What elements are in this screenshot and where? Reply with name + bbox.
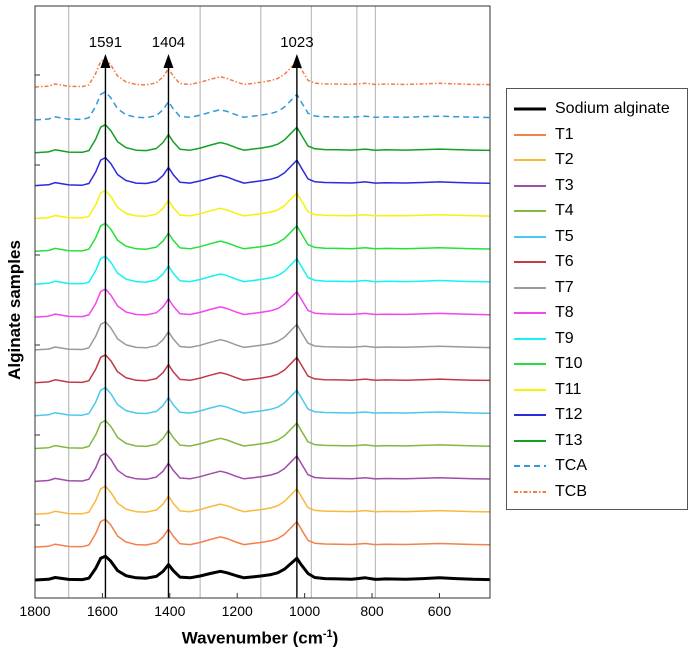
vertical-guide-lines bbox=[35, 6, 377, 598]
series-line-t12 bbox=[34, 156, 491, 187]
x-tick-label-1200: 1200 bbox=[222, 603, 253, 619]
x-axis-unit-base: cm bbox=[298, 628, 323, 648]
legend-label: T1 bbox=[555, 125, 574, 143]
series-line-tca bbox=[34, 91, 491, 121]
series-line-t8 bbox=[34, 288, 491, 318]
legend-label: Sodium alginate bbox=[555, 100, 670, 117]
legend-item-tca: TCA bbox=[513, 454, 587, 478]
legend-label: T6 bbox=[555, 253, 574, 270]
legend-item-t9: T9 bbox=[513, 327, 574, 351]
legend-label: T13 bbox=[555, 431, 583, 449]
legend-item-t4: T4 bbox=[513, 199, 574, 223]
legend-swatch bbox=[513, 256, 547, 268]
legend-item-t10: T10 bbox=[513, 352, 583, 376]
series-line-t7 bbox=[34, 321, 491, 351]
legend-label: T7 bbox=[555, 278, 574, 296]
peak-arrow-head-1591 bbox=[100, 54, 111, 68]
legend-swatch bbox=[513, 231, 547, 243]
peak-label-1591: 1591 bbox=[89, 34, 122, 51]
legend-item-t8: T8 bbox=[513, 301, 574, 325]
y-axis-label-text: Alginate samples bbox=[5, 240, 25, 380]
legend-item-t11: T11 bbox=[513, 378, 581, 402]
peak-label-1404: 1404 bbox=[152, 34, 185, 51]
x-tick-label-1600: 1600 bbox=[87, 603, 118, 619]
legend-item-t13: T13 bbox=[513, 429, 583, 453]
series-line-t4 bbox=[34, 419, 491, 450]
series-line-t9 bbox=[34, 255, 491, 285]
x-axis-label-text: Wavenumber bbox=[181, 628, 288, 648]
legend-swatch bbox=[513, 435, 547, 447]
x-axis-label: Wavenumber (cm-1) bbox=[181, 628, 339, 648]
series-line-t2 bbox=[34, 485, 491, 516]
peak-label-1023: 1023 bbox=[280, 34, 313, 51]
chart-legend: Sodium alginate T1 T2 T3 T4 T5 T6 T7 T8 T9 T10 T11 T… bbox=[506, 88, 688, 510]
legend-label: T5 bbox=[555, 227, 574, 245]
x-tick-label-1800: 1800 bbox=[19, 603, 50, 619]
legend-item-t5: T5 bbox=[513, 225, 574, 249]
legend-swatch bbox=[513, 103, 547, 115]
legend-swatch bbox=[513, 180, 547, 192]
series-line-t1 bbox=[34, 518, 491, 548]
legend-label: T9 bbox=[555, 329, 574, 347]
peak-arrow-head-1023 bbox=[291, 54, 302, 68]
spectra-traces bbox=[34, 58, 491, 582]
legend-swatch bbox=[513, 486, 547, 498]
legend-swatch bbox=[513, 333, 547, 345]
series-line-t10 bbox=[34, 222, 491, 253]
legend-label: TCA bbox=[555, 457, 587, 474]
legend-item-t1: T1 bbox=[513, 123, 574, 147]
y-axis-label: Alginate samples bbox=[2, 110, 28, 510]
legend-label: TCB bbox=[555, 482, 587, 500]
legend-item-t7: T7 bbox=[513, 276, 574, 300]
legend-item-tcb: TCB bbox=[513, 480, 587, 504]
legend-label: T12 bbox=[555, 406, 583, 423]
series-line-t5 bbox=[34, 386, 491, 417]
legend-label: T4 bbox=[555, 202, 574, 219]
series-line-t11 bbox=[34, 189, 491, 220]
legend-swatch bbox=[513, 460, 547, 472]
x-axis-ticks: 1800 1600 1400 1200 1000 800 600 bbox=[19, 593, 451, 619]
legend-swatch bbox=[513, 409, 547, 421]
legend-label: T11 bbox=[555, 380, 582, 398]
legend-item-t3: T3 bbox=[513, 174, 574, 198]
x-tick-label-800: 800 bbox=[360, 603, 384, 619]
legend-label: T3 bbox=[555, 176, 574, 194]
legend-item-t12: T12 bbox=[513, 403, 583, 427]
x-tick-label-1000: 1000 bbox=[289, 603, 320, 619]
legend-swatch bbox=[513, 307, 547, 319]
legend-swatch bbox=[513, 154, 547, 166]
legend-swatch bbox=[513, 205, 547, 217]
peak-arrow-head-1404 bbox=[163, 54, 174, 68]
series-line-tcb bbox=[34, 58, 491, 88]
legend-swatch bbox=[513, 129, 547, 141]
legend-swatch bbox=[513, 282, 547, 294]
legend-label: T10 bbox=[555, 355, 583, 372]
legend-label: T8 bbox=[555, 304, 574, 321]
x-axis-unit-exp: -1 bbox=[322, 628, 333, 640]
plot-frame bbox=[34, 5, 491, 599]
legend-swatch bbox=[513, 384, 547, 396]
series-line-t6 bbox=[34, 354, 491, 384]
legend-label: T2 bbox=[555, 151, 574, 168]
series-line-t3 bbox=[34, 452, 491, 483]
legend-item-t6: T6 bbox=[513, 250, 574, 274]
peak-arrows: 1591 1404 1023 bbox=[89, 34, 314, 598]
series-line-sodium-alginate bbox=[34, 554, 491, 582]
legend-item-sodium-alginate: Sodium alginate bbox=[513, 97, 670, 121]
x-tick-label-1400: 1400 bbox=[154, 603, 185, 619]
legend-swatch bbox=[513, 358, 547, 370]
series-line-t13 bbox=[34, 123, 491, 154]
legend-item-t2: T2 bbox=[513, 148, 574, 172]
x-tick-label-600: 600 bbox=[428, 603, 452, 619]
